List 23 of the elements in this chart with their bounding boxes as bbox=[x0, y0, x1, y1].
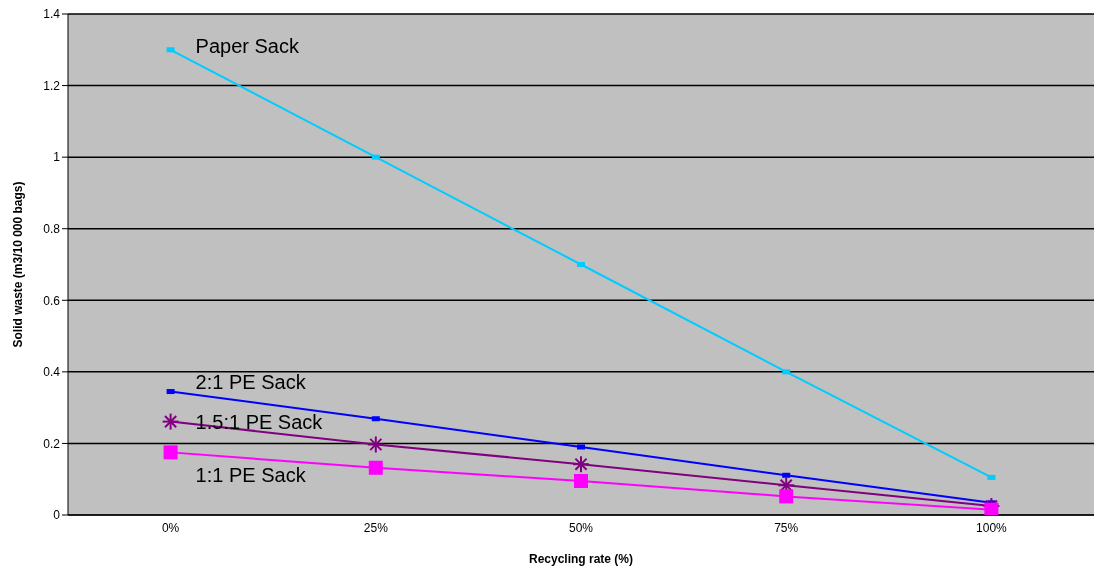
y-tick-label: 0.2 bbox=[43, 436, 61, 451]
point bbox=[574, 474, 588, 488]
point bbox=[163, 445, 178, 460]
y-tick-label: 1.4 bbox=[43, 7, 61, 22]
x-tick-label: 0% bbox=[161, 520, 180, 535]
x-tick-label: 25% bbox=[363, 520, 389, 535]
y-tick-label: 1 bbox=[53, 150, 61, 165]
x-tick-label: 50% bbox=[568, 520, 594, 535]
annotation: 1:1 PE Sack bbox=[195, 463, 307, 486]
annotation: 2:1 PE Sack bbox=[195, 370, 307, 393]
y-tick-label: 1.2 bbox=[43, 78, 61, 93]
point bbox=[368, 460, 383, 475]
x-tick-label: 100% bbox=[976, 520, 1008, 535]
y-axis-title: Solid waste (m3/10 000 bags) bbox=[11, 181, 26, 348]
point bbox=[779, 489, 794, 504]
y-tick-label: 0.8 bbox=[43, 221, 61, 236]
x-axis-title: Recycling rate (%) bbox=[528, 552, 634, 566]
y-tick-label: 0.6 bbox=[43, 293, 61, 308]
point bbox=[577, 444, 585, 450]
y-tick-label: 0.4 bbox=[43, 365, 61, 380]
annotation: Paper Sack bbox=[195, 35, 300, 58]
x-tick-label: 75% bbox=[774, 520, 799, 535]
y-tick-label: 0 bbox=[53, 508, 61, 523]
